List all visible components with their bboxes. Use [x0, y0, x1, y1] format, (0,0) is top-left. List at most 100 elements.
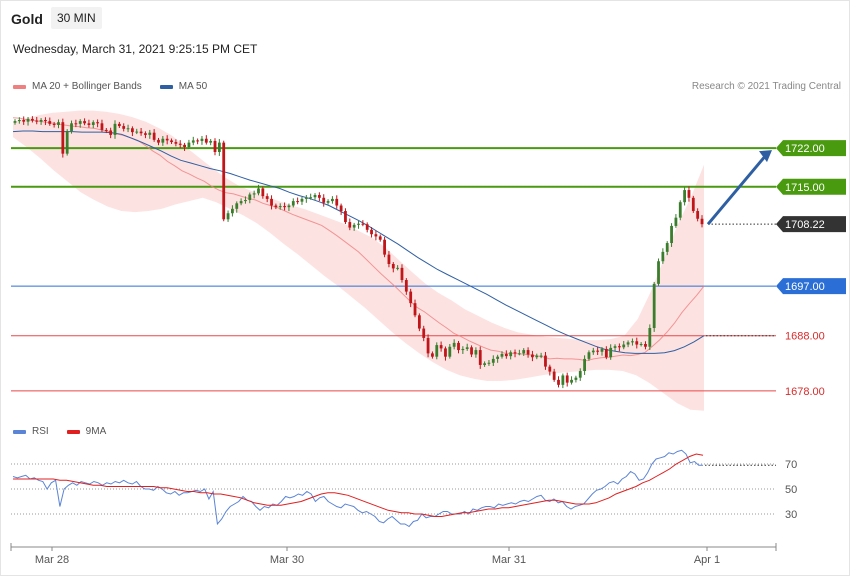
- candle-body: [348, 222, 352, 228]
- candle-body: [565, 375, 569, 383]
- candle-body: [109, 130, 113, 135]
- candle-body: [52, 123, 56, 125]
- candle-body: [622, 344, 626, 348]
- candle-body: [387, 254, 391, 264]
- candle-body: [74, 123, 78, 125]
- candle-body: [196, 140, 200, 142]
- x-tick-label: Mar 31: [492, 554, 526, 566]
- candle-body: [161, 138, 165, 143]
- candle-body: [465, 347, 469, 349]
- candle-body: [570, 379, 573, 383]
- candle-body: [265, 196, 269, 199]
- candle-body: [548, 366, 552, 372]
- candle-body: [174, 142, 178, 144]
- candle-body: [504, 353, 508, 357]
- candle-body: [431, 353, 434, 357]
- candle-body: [335, 198, 339, 206]
- candle-body: [383, 239, 386, 255]
- candle-body: [661, 251, 665, 262]
- ma50-line: [12, 130, 705, 354]
- candle-body: [100, 123, 104, 130]
- candle-body: [200, 138, 204, 141]
- candle-body: [391, 264, 395, 269]
- candle-body: [231, 208, 234, 214]
- candle-body: [57, 122, 60, 125]
- candle-body: [639, 344, 643, 345]
- rsi-ma-line: [13, 453, 704, 517]
- candle-body: [687, 190, 691, 198]
- candle-body: [396, 267, 400, 269]
- candle-body: [300, 198, 304, 202]
- candle-body: [691, 197, 695, 212]
- candle-body: [413, 303, 417, 316]
- candle-body: [578, 371, 582, 378]
- candle-body: [365, 224, 369, 230]
- level-label-support-2: 1678.00: [785, 386, 825, 398]
- timeframe-button[interactable]: 30 MIN: [51, 7, 102, 29]
- candle-body: [557, 379, 560, 385]
- legend-swatch-9ma: [66, 429, 80, 434]
- candle-body: [26, 118, 30, 122]
- candle-body: [591, 350, 595, 353]
- candle-body: [39, 120, 43, 122]
- candle-body: [213, 140, 217, 152]
- candle-body: [287, 205, 291, 208]
- rsi-legend: RSI 9MA: [13, 426, 118, 437]
- candle-body: [126, 128, 130, 130]
- candle-body: [652, 283, 656, 328]
- candle-body: [631, 341, 634, 343]
- candle-body: [96, 122, 100, 124]
- level-tag-resistance-2: [776, 140, 846, 157]
- candlesticks: [13, 116, 704, 389]
- legend-swatch-ma50: [159, 84, 173, 89]
- candle-body: [596, 350, 600, 352]
- symbol-title: Gold: [11, 11, 43, 27]
- credit-text: Research © 2021 Trading Central: [691, 81, 841, 92]
- candle-body: [609, 347, 613, 358]
- candle-body: [657, 261, 660, 284]
- candle-body: [561, 375, 565, 385]
- candle-body: [500, 353, 504, 357]
- candle-body: [509, 352, 513, 357]
- candle-body: [522, 350, 526, 354]
- candle-body: [444, 348, 447, 357]
- legend-label-ma50: MA 50: [178, 81, 208, 92]
- candle-body: [370, 229, 373, 235]
- candle-body: [48, 121, 52, 124]
- candle-body: [274, 205, 278, 208]
- candle-body: [404, 280, 408, 292]
- candle-body: [435, 345, 439, 357]
- candle-body: [170, 140, 173, 143]
- candle-body: [78, 121, 82, 124]
- candle-body: [513, 352, 517, 354]
- legend-swatch-rsi: [13, 429, 26, 434]
- candle-body: [257, 188, 260, 194]
- x-tick-label: Apr 1: [694, 554, 720, 566]
- candle-body: [252, 193, 256, 195]
- candle-body: [535, 355, 539, 358]
- rsi-tick-50: 50: [785, 484, 797, 496]
- candle-body: [226, 213, 230, 220]
- candle-body: [357, 223, 360, 225]
- candle-body: [644, 344, 647, 347]
- candle-body: [352, 224, 356, 228]
- candle-body: [452, 342, 456, 347]
- chart-datetime: Wednesday, March 31, 2021 9:25:15 PM CET: [13, 42, 258, 56]
- candle-body: [244, 200, 247, 202]
- candle-body: [17, 120, 21, 122]
- candle-body: [148, 132, 152, 135]
- candle-body: [326, 201, 330, 203]
- candle-body: [209, 140, 213, 143]
- forecast-arrow-shaft: [706, 154, 768, 226]
- candle-body: [135, 131, 139, 133]
- candle-body: [13, 121, 17, 123]
- candle-body: [83, 121, 86, 124]
- candle-body: [491, 358, 495, 363]
- level-label-support-1: 1688.00: [785, 331, 825, 343]
- candle-body: [422, 328, 426, 338]
- candle-body: [587, 352, 591, 359]
- candle-body: [165, 138, 169, 141]
- candle-body: [248, 194, 252, 200]
- candle-body: [278, 206, 282, 208]
